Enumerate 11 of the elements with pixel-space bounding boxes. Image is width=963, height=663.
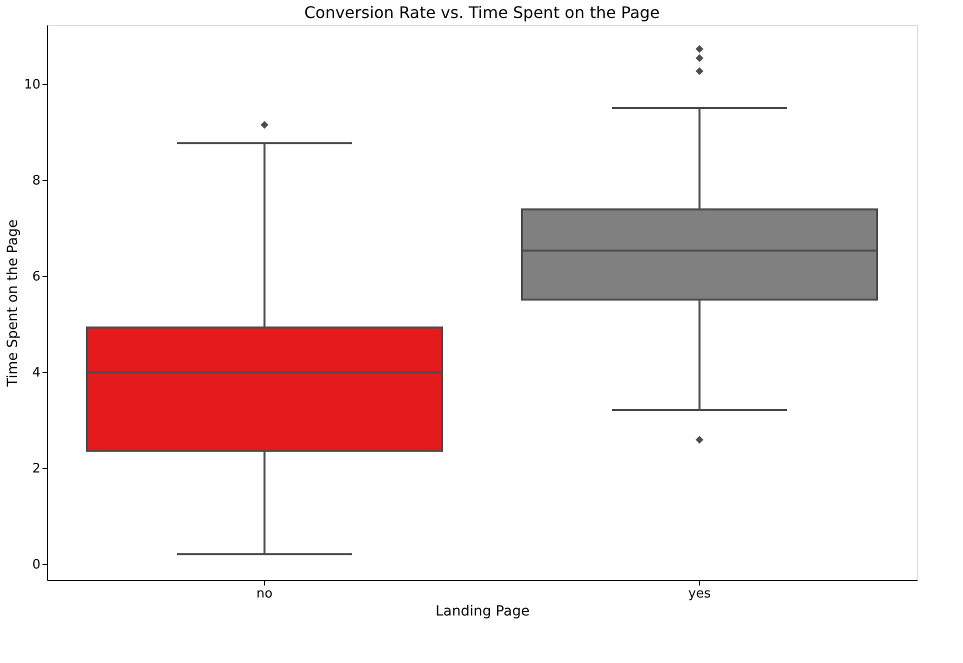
- chart-title: Conversion Rate vs. Time Spent on the Page: [304, 3, 660, 22]
- y-tick-label: 2: [32, 462, 40, 477]
- y-tick-label: 10: [24, 78, 40, 93]
- y-tick-label: 8: [32, 174, 40, 189]
- y-tick-label: 6: [32, 270, 40, 285]
- y-tick-label: 4: [32, 366, 40, 381]
- x-axis-title: Landing Page: [435, 604, 530, 620]
- y-axis-title: Time Spent on the Page: [4, 219, 21, 388]
- x-tick-label: no: [256, 586, 273, 602]
- x-tick-label: yes: [688, 586, 711, 602]
- y-tick-label: 0: [32, 558, 40, 573]
